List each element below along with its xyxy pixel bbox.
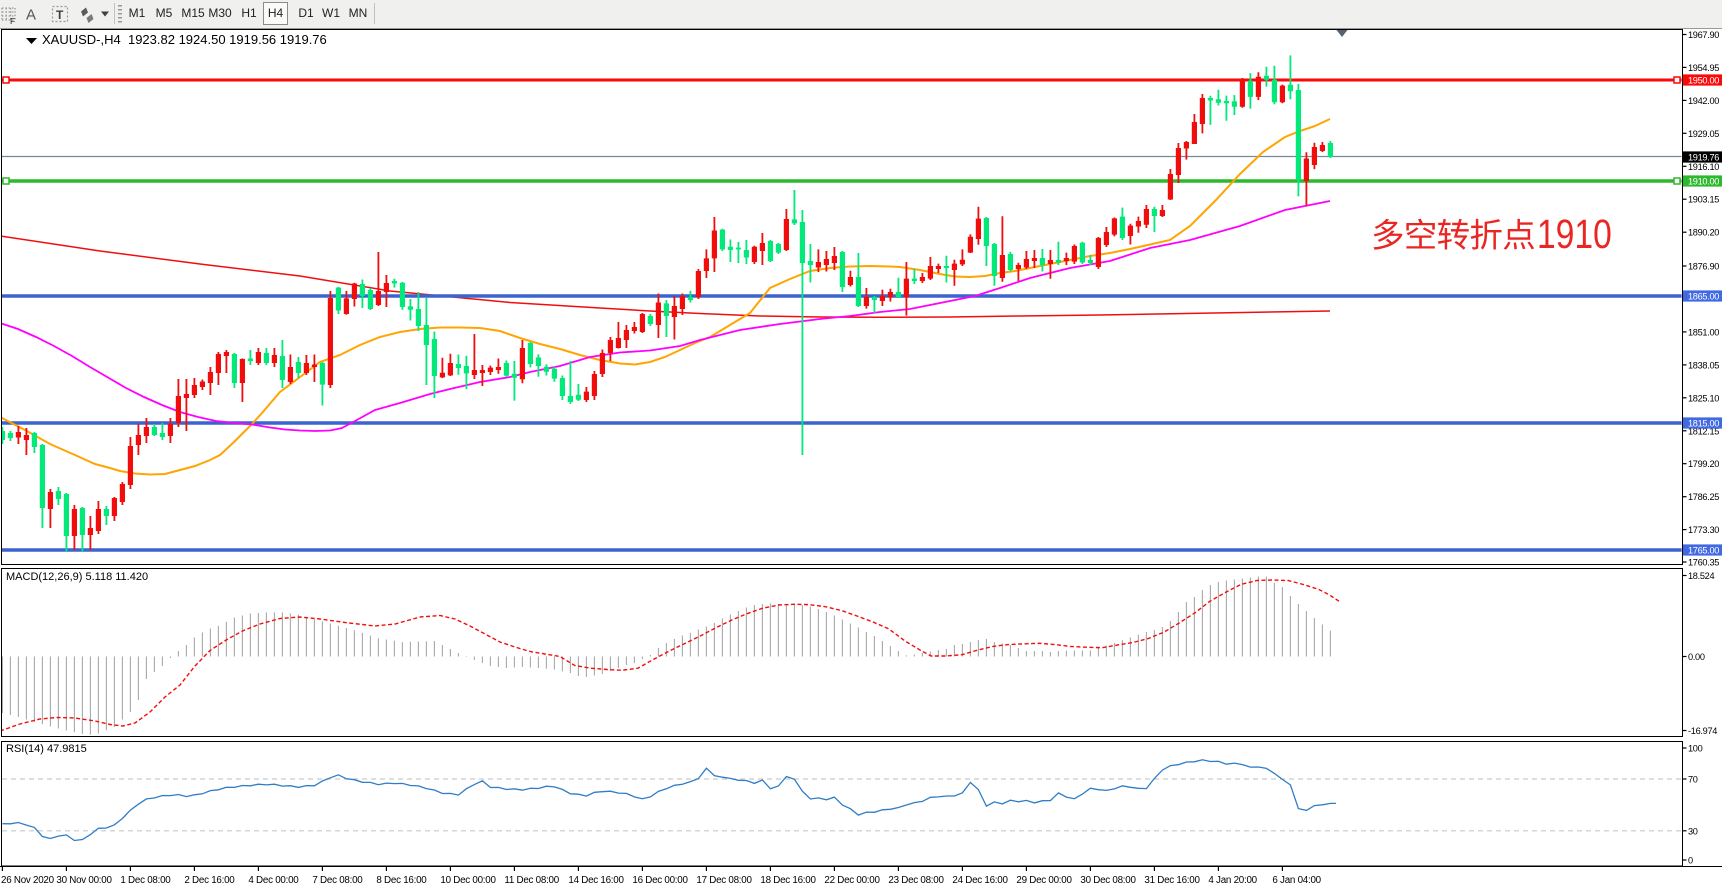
svg-text:T: T [56, 8, 64, 22]
svg-text:1838.05: 1838.05 [1688, 360, 1719, 370]
svg-text:1851.00: 1851.00 [1688, 327, 1719, 337]
svg-text:30 Nov 00:00: 30 Nov 00:00 [56, 875, 112, 886]
svg-text:1916.10: 1916.10 [1688, 162, 1719, 172]
svg-text:1910.00: 1910.00 [1688, 177, 1719, 187]
svg-text:8 Dec 16:00: 8 Dec 16:00 [376, 875, 427, 886]
svg-text:24 Dec 16:00: 24 Dec 16:00 [952, 875, 1008, 886]
svg-text:0.00: 0.00 [1688, 652, 1705, 662]
svg-text:1865.00: 1865.00 [1688, 292, 1719, 302]
svg-text:18 Dec 16:00: 18 Dec 16:00 [760, 875, 816, 886]
svg-text:31 Dec 16:00: 31 Dec 16:00 [1144, 875, 1200, 886]
svg-text:70: 70 [1688, 775, 1698, 785]
svg-text:1773.30: 1773.30 [1688, 525, 1719, 535]
svg-text:6 Jan 04:00: 6 Jan 04:00 [1272, 875, 1321, 886]
svg-text:30 Dec 08:00: 30 Dec 08:00 [1080, 875, 1136, 886]
svg-text:17 Dec 08:00: 17 Dec 08:00 [696, 875, 752, 886]
svg-text:1890.20: 1890.20 [1688, 228, 1719, 238]
svg-text:23 Dec 08:00: 23 Dec 08:00 [888, 875, 944, 886]
svg-text:1825.10: 1825.10 [1688, 393, 1719, 403]
svg-text:11 Dec 08:00: 11 Dec 08:00 [504, 875, 559, 886]
svg-text:26 Nov 2020: 26 Nov 2020 [1, 875, 55, 886]
svg-text:1760.35: 1760.35 [1688, 558, 1719, 568]
svg-text:MACD(12,26,9) 5.118 11.420: MACD(12,26,9) 5.118 11.420 [6, 571, 148, 583]
svg-text:1919.76: 1919.76 [1688, 153, 1719, 163]
svg-text:1903.15: 1903.15 [1688, 195, 1719, 205]
svg-text:A: A [26, 7, 36, 24]
svg-text:1929.05: 1929.05 [1688, 129, 1719, 139]
svg-text:0: 0 [1688, 856, 1693, 866]
svg-text:29 Dec 00:00: 29 Dec 00:00 [1016, 875, 1072, 886]
svg-text:F: F [10, 16, 15, 26]
svg-text:1950.00: 1950.00 [1688, 76, 1719, 86]
svg-text:-16.974: -16.974 [1688, 726, 1717, 736]
svg-text:18.524: 18.524 [1688, 571, 1714, 581]
svg-text:1786.25: 1786.25 [1688, 492, 1719, 502]
svg-text:10 Dec 00:00: 10 Dec 00:00 [440, 875, 496, 886]
svg-text:7 Dec 08:00: 7 Dec 08:00 [312, 875, 363, 886]
svg-text:RSI(14) 47.9815: RSI(14) 47.9815 [6, 743, 87, 755]
svg-text:1799.20: 1799.20 [1688, 459, 1719, 469]
svg-text:16 Dec 00:00: 16 Dec 00:00 [632, 875, 688, 886]
svg-text:1815.00: 1815.00 [1688, 419, 1719, 429]
svg-text:1 Dec 08:00: 1 Dec 08:00 [120, 875, 171, 886]
svg-text:14 Dec 16:00: 14 Dec 16:00 [568, 875, 624, 886]
svg-text:4 Jan 20:00: 4 Jan 20:00 [1208, 875, 1257, 886]
svg-text:4 Dec 00:00: 4 Dec 00:00 [248, 875, 299, 886]
svg-text:1765.00: 1765.00 [1688, 546, 1719, 556]
svg-text:1954.95: 1954.95 [1688, 63, 1719, 73]
svg-text:100: 100 [1688, 744, 1703, 754]
svg-text:30: 30 [1688, 826, 1698, 836]
svg-text:1967.90: 1967.90 [1688, 30, 1719, 40]
svg-text:22 Dec 00:00: 22 Dec 00:00 [824, 875, 880, 886]
svg-text:1812.15: 1812.15 [1688, 426, 1719, 436]
svg-text:1942.00: 1942.00 [1688, 96, 1719, 106]
svg-text:1876.90: 1876.90 [1688, 262, 1719, 272]
svg-text:XAUUSD-,H4 1923.82 1924.50 19: XAUUSD-,H4 1923.82 1924.50 1919.56 1919.… [42, 32, 327, 47]
svg-text:2 Dec 16:00: 2 Dec 16:00 [184, 875, 235, 886]
